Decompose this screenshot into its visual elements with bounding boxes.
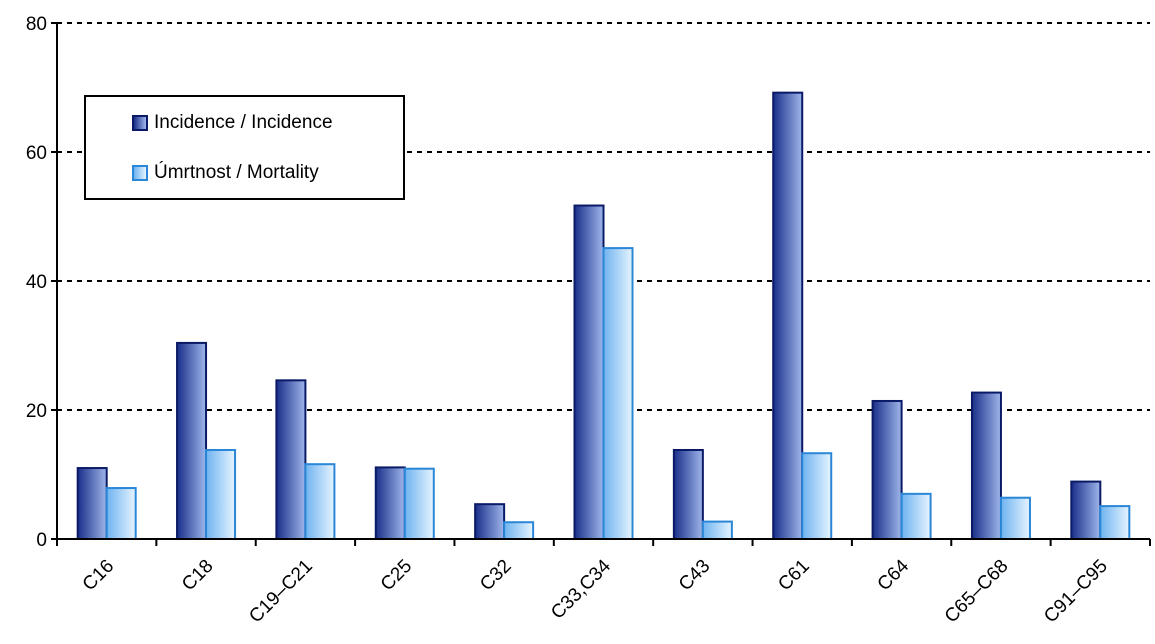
legend-swatch-incidence xyxy=(132,115,148,131)
bar-mortality xyxy=(900,492,932,541)
y-tick-label: 40 xyxy=(26,272,47,293)
bar-mortality xyxy=(602,247,634,540)
bar-incidence xyxy=(474,503,506,541)
x-tick-label: C33,C34 xyxy=(547,555,615,623)
y-tick-label: 0 xyxy=(36,530,47,551)
bar-mortality xyxy=(701,520,733,541)
axes xyxy=(51,22,1151,546)
legend-label-incidence: Incidence / Incidence xyxy=(154,112,333,133)
bar-incidence xyxy=(275,379,307,540)
legend-item-mortality: Úmrtnost / Mortality xyxy=(132,161,319,185)
x-tick-label: C25 xyxy=(377,556,416,595)
bar-incidence xyxy=(1070,480,1102,540)
bar-incidence xyxy=(374,466,406,540)
x-tick-label: C64 xyxy=(874,555,914,595)
x-tick-label: C65–C68 xyxy=(941,556,1013,628)
bar-incidence xyxy=(76,467,108,540)
x-tick-label: C43 xyxy=(675,556,714,595)
bar-mortality xyxy=(801,452,833,540)
y-tick-label: 20 xyxy=(26,401,47,422)
bar-mortality xyxy=(304,463,336,540)
bar-mortality xyxy=(999,496,1031,540)
legend-label-mortality: Úmrtnost / Mortality xyxy=(154,162,319,183)
x-tick-label: C61 xyxy=(774,556,813,595)
y-tick-label: 60 xyxy=(26,143,47,164)
x-tick-label: C19–C21 xyxy=(245,556,317,628)
bar-incidence xyxy=(772,91,804,540)
bar-mortality xyxy=(503,521,535,540)
bars xyxy=(76,91,1131,541)
bar-incidence xyxy=(672,448,704,540)
legend-swatch-mortality xyxy=(132,165,148,181)
legend-item-incidence: Incidence / Incidence xyxy=(132,111,333,135)
bar-mortality xyxy=(403,467,435,541)
x-tick-label: C16 xyxy=(79,556,118,595)
bar-mortality xyxy=(205,448,237,540)
x-tick-label: C32 xyxy=(476,556,515,595)
bar-incidence xyxy=(871,399,903,540)
legend: Incidence / Incidence Úmrtnost / Mortali… xyxy=(84,95,405,200)
x-tick-label: C91–C95 xyxy=(1040,556,1112,628)
bar-incidence xyxy=(573,204,605,540)
y-tick-label: 80 xyxy=(26,14,47,35)
bar-incidence xyxy=(176,341,208,541)
bar-mortality xyxy=(105,487,137,541)
bar-mortality xyxy=(1099,505,1131,541)
x-tick-label: C18 xyxy=(178,556,217,595)
bar-incidence xyxy=(970,391,1002,540)
